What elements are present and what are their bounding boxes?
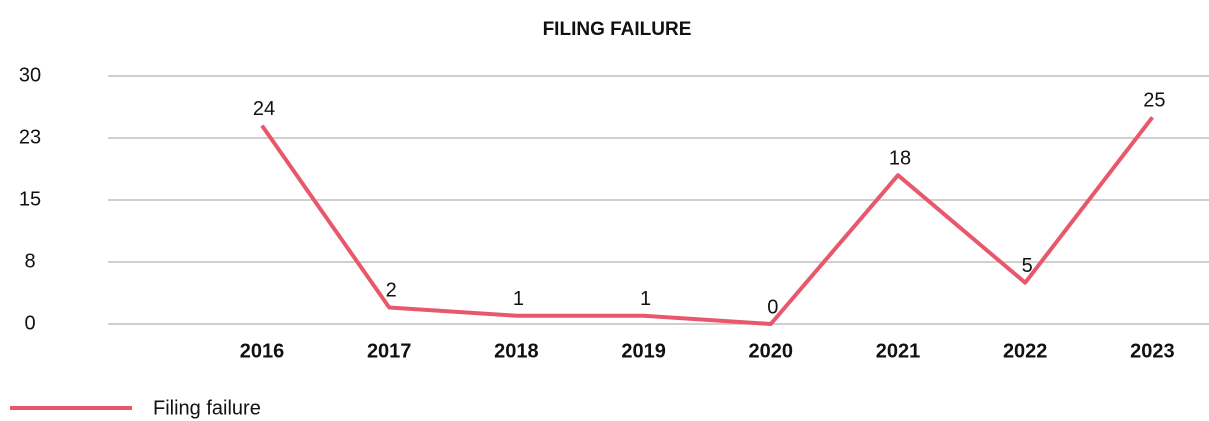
data-label: 5	[1022, 255, 1033, 277]
x-tick-label: 2022	[1003, 340, 1048, 362]
legend-label: Filing failure	[153, 397, 261, 419]
y-tick-label: 23	[19, 126, 41, 148]
x-tick-label: 2019	[621, 340, 666, 362]
data-label: 18	[889, 147, 911, 169]
x-tick-label: 2023	[1130, 340, 1175, 362]
data-label: 1	[640, 288, 651, 310]
data-label: 2	[386, 280, 397, 302]
x-tick-label: 2020	[749, 340, 794, 362]
data-label: 1	[513, 288, 524, 310]
chart-title: FILING FAILURE	[543, 19, 692, 40]
data-label: 24	[253, 98, 275, 120]
x-tick-label: 2017	[367, 340, 412, 362]
line	[260, 116, 1154, 326]
x-tick-label: 2016	[240, 340, 285, 362]
x-tick-label: 2021	[876, 340, 921, 362]
y-tick-label: 30	[19, 64, 41, 86]
x-tick-label: 2018	[494, 340, 539, 362]
y-tick-label: 8	[24, 250, 35, 272]
data-label: 0	[767, 296, 778, 318]
y-tick-label: 0	[24, 312, 35, 334]
data-label: 25	[1143, 90, 1165, 112]
y-tick-label: 15	[19, 188, 41, 210]
